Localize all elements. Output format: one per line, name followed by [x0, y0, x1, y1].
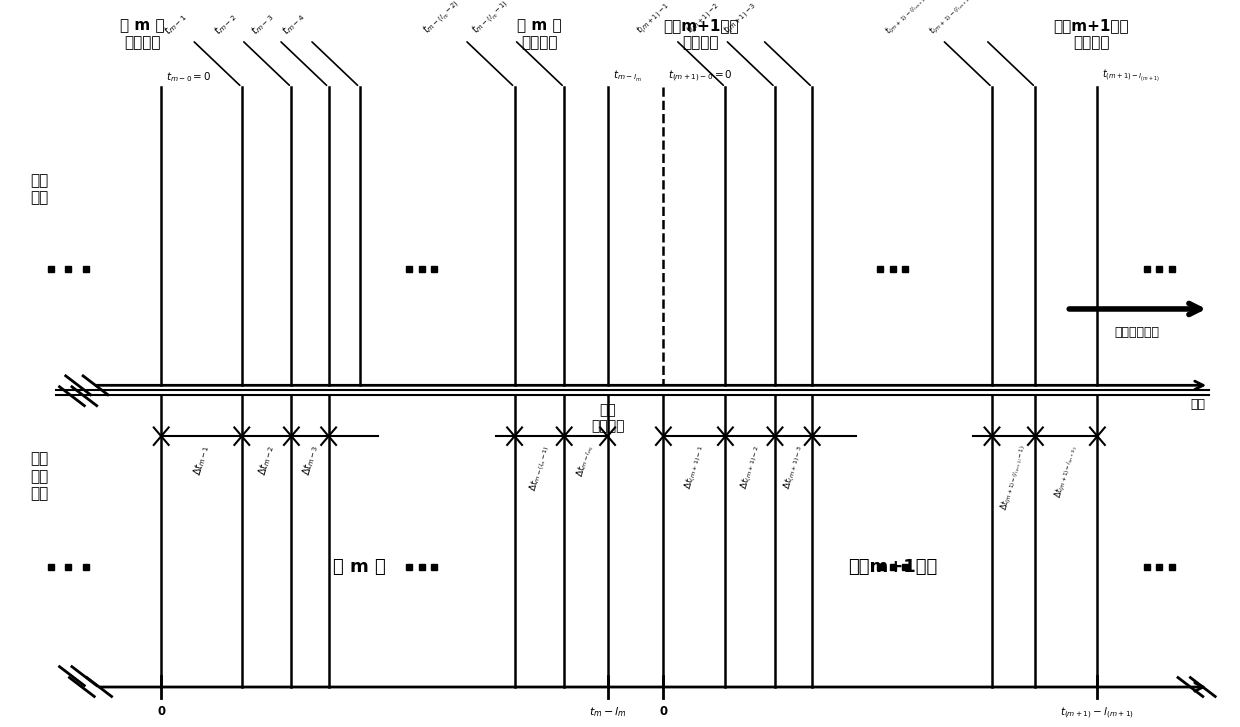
Text: 第（m+1）环: 第（m+1）环 [848, 558, 937, 576]
Text: 时间: 时间 [1190, 398, 1205, 411]
Text: 时间序列方向: 时间序列方向 [1115, 326, 1159, 339]
Text: $t_{m-(l_m-1)}$: $t_{m-(l_m-1)}$ [470, 0, 512, 38]
Text: $t_{(m+1)}-l_{(m+1)}$: $t_{(m+1)}-l_{(m+1)}$ [1060, 705, 1135, 720]
Text: $t_{(m+1)-3}$: $t_{(m+1)-3}$ [720, 0, 760, 38]
Text: $t_{(m+1)-l_{(m+1)}}$: $t_{(m+1)-l_{(m+1)}}$ [1102, 68, 1161, 84]
Text: $\Delta t_{(m+1)-1}$: $\Delta t_{(m+1)-1}$ [682, 443, 707, 491]
Text: $t_{(m+1)-1}$: $t_{(m+1)-1}$ [634, 0, 673, 38]
Text: 第 m 环: 第 m 环 [334, 558, 386, 576]
Text: $\Delta t_{m-(l_m-1)}$: $\Delta t_{m-(l_m-1)}$ [527, 443, 552, 494]
Text: $\Delta t_{(m+1)-3}$: $\Delta t_{(m+1)-3}$ [781, 443, 806, 491]
Text: $\Delta t_{m-l_{m_0}}$: $\Delta t_{m-l_{m_0}}$ [574, 443, 598, 479]
Text: 第（m+1）环
掘进结束: 第（m+1）环 掘进结束 [1054, 18, 1128, 51]
Text: $\Delta t_{m-3}$: $\Delta t_{m-3}$ [299, 443, 321, 477]
Text: $\Delta t_{(m+1)-l_{(m+1)_0}}$: $\Delta t_{(m+1)-l_{(m+1)_0}}$ [1053, 443, 1080, 500]
Text: $\Delta t_{m-1}$: $\Delta t_{m-1}$ [191, 443, 212, 477]
Text: $t_{(m+1)-(l_{(m+1)}-1)}$: $t_{(m+1)-(l_{(m+1)}-1)}$ [926, 0, 983, 38]
Text: $t_{m-3}$: $t_{m-3}$ [248, 9, 277, 38]
Text: $\Delta t_{m-2}$: $\Delta t_{m-2}$ [255, 443, 278, 477]
Text: $\Delta t_{(m+1)-(l_{(m+1)}-1)}$: $\Delta t_{(m+1)-(l_{(m+1)}-1)}$ [998, 443, 1029, 513]
Text: $t_{(m+1)-0}=0$: $t_{(m+1)-0}=0$ [668, 68, 733, 84]
Text: 记录
时间
间隔: 记录 时间 间隔 [31, 451, 48, 501]
Text: $t_{m-1}$: $t_{m-1}$ [161, 9, 190, 38]
Text: 记录
时刻: 记录 时刻 [31, 173, 48, 205]
Text: 停机
管片拼装: 停机 管片拼装 [590, 403, 625, 434]
Text: $t_{m-(l_m-2)}$: $t_{m-(l_m-2)}$ [420, 0, 463, 38]
Text: 第 m 环
开始掘进: 第 m 环 开始掘进 [120, 18, 165, 51]
Text: 0: 0 [660, 705, 667, 718]
Text: $t_{m-4}$: $t_{m-4}$ [279, 9, 308, 38]
Text: 第 m 环
掘进结束: 第 m 环 掘进结束 [517, 18, 562, 51]
Text: $t_{(m+1)-(l_{(m+1)}-2)}$: $t_{(m+1)-(l_{(m+1)}-2)}$ [883, 0, 940, 38]
Text: 第（m+1）环
开始掘进: 第（m+1）环 开始掘进 [663, 18, 738, 51]
Text: 0: 0 [157, 705, 165, 718]
Text: $\Delta t_{(m+1)-2}$: $\Delta t_{(m+1)-2}$ [738, 443, 763, 491]
Text: $t_{m-2}$: $t_{m-2}$ [211, 9, 239, 38]
Text: $t_{(m+1)-2}$: $t_{(m+1)-2}$ [683, 0, 723, 38]
Text: $t_{m-0}=0$: $t_{m-0}=0$ [166, 70, 212, 84]
Text: $t_m-l_m$: $t_m-l_m$ [589, 705, 626, 719]
Text: $t_{m-l_m}$: $t_{m-l_m}$ [613, 68, 641, 84]
